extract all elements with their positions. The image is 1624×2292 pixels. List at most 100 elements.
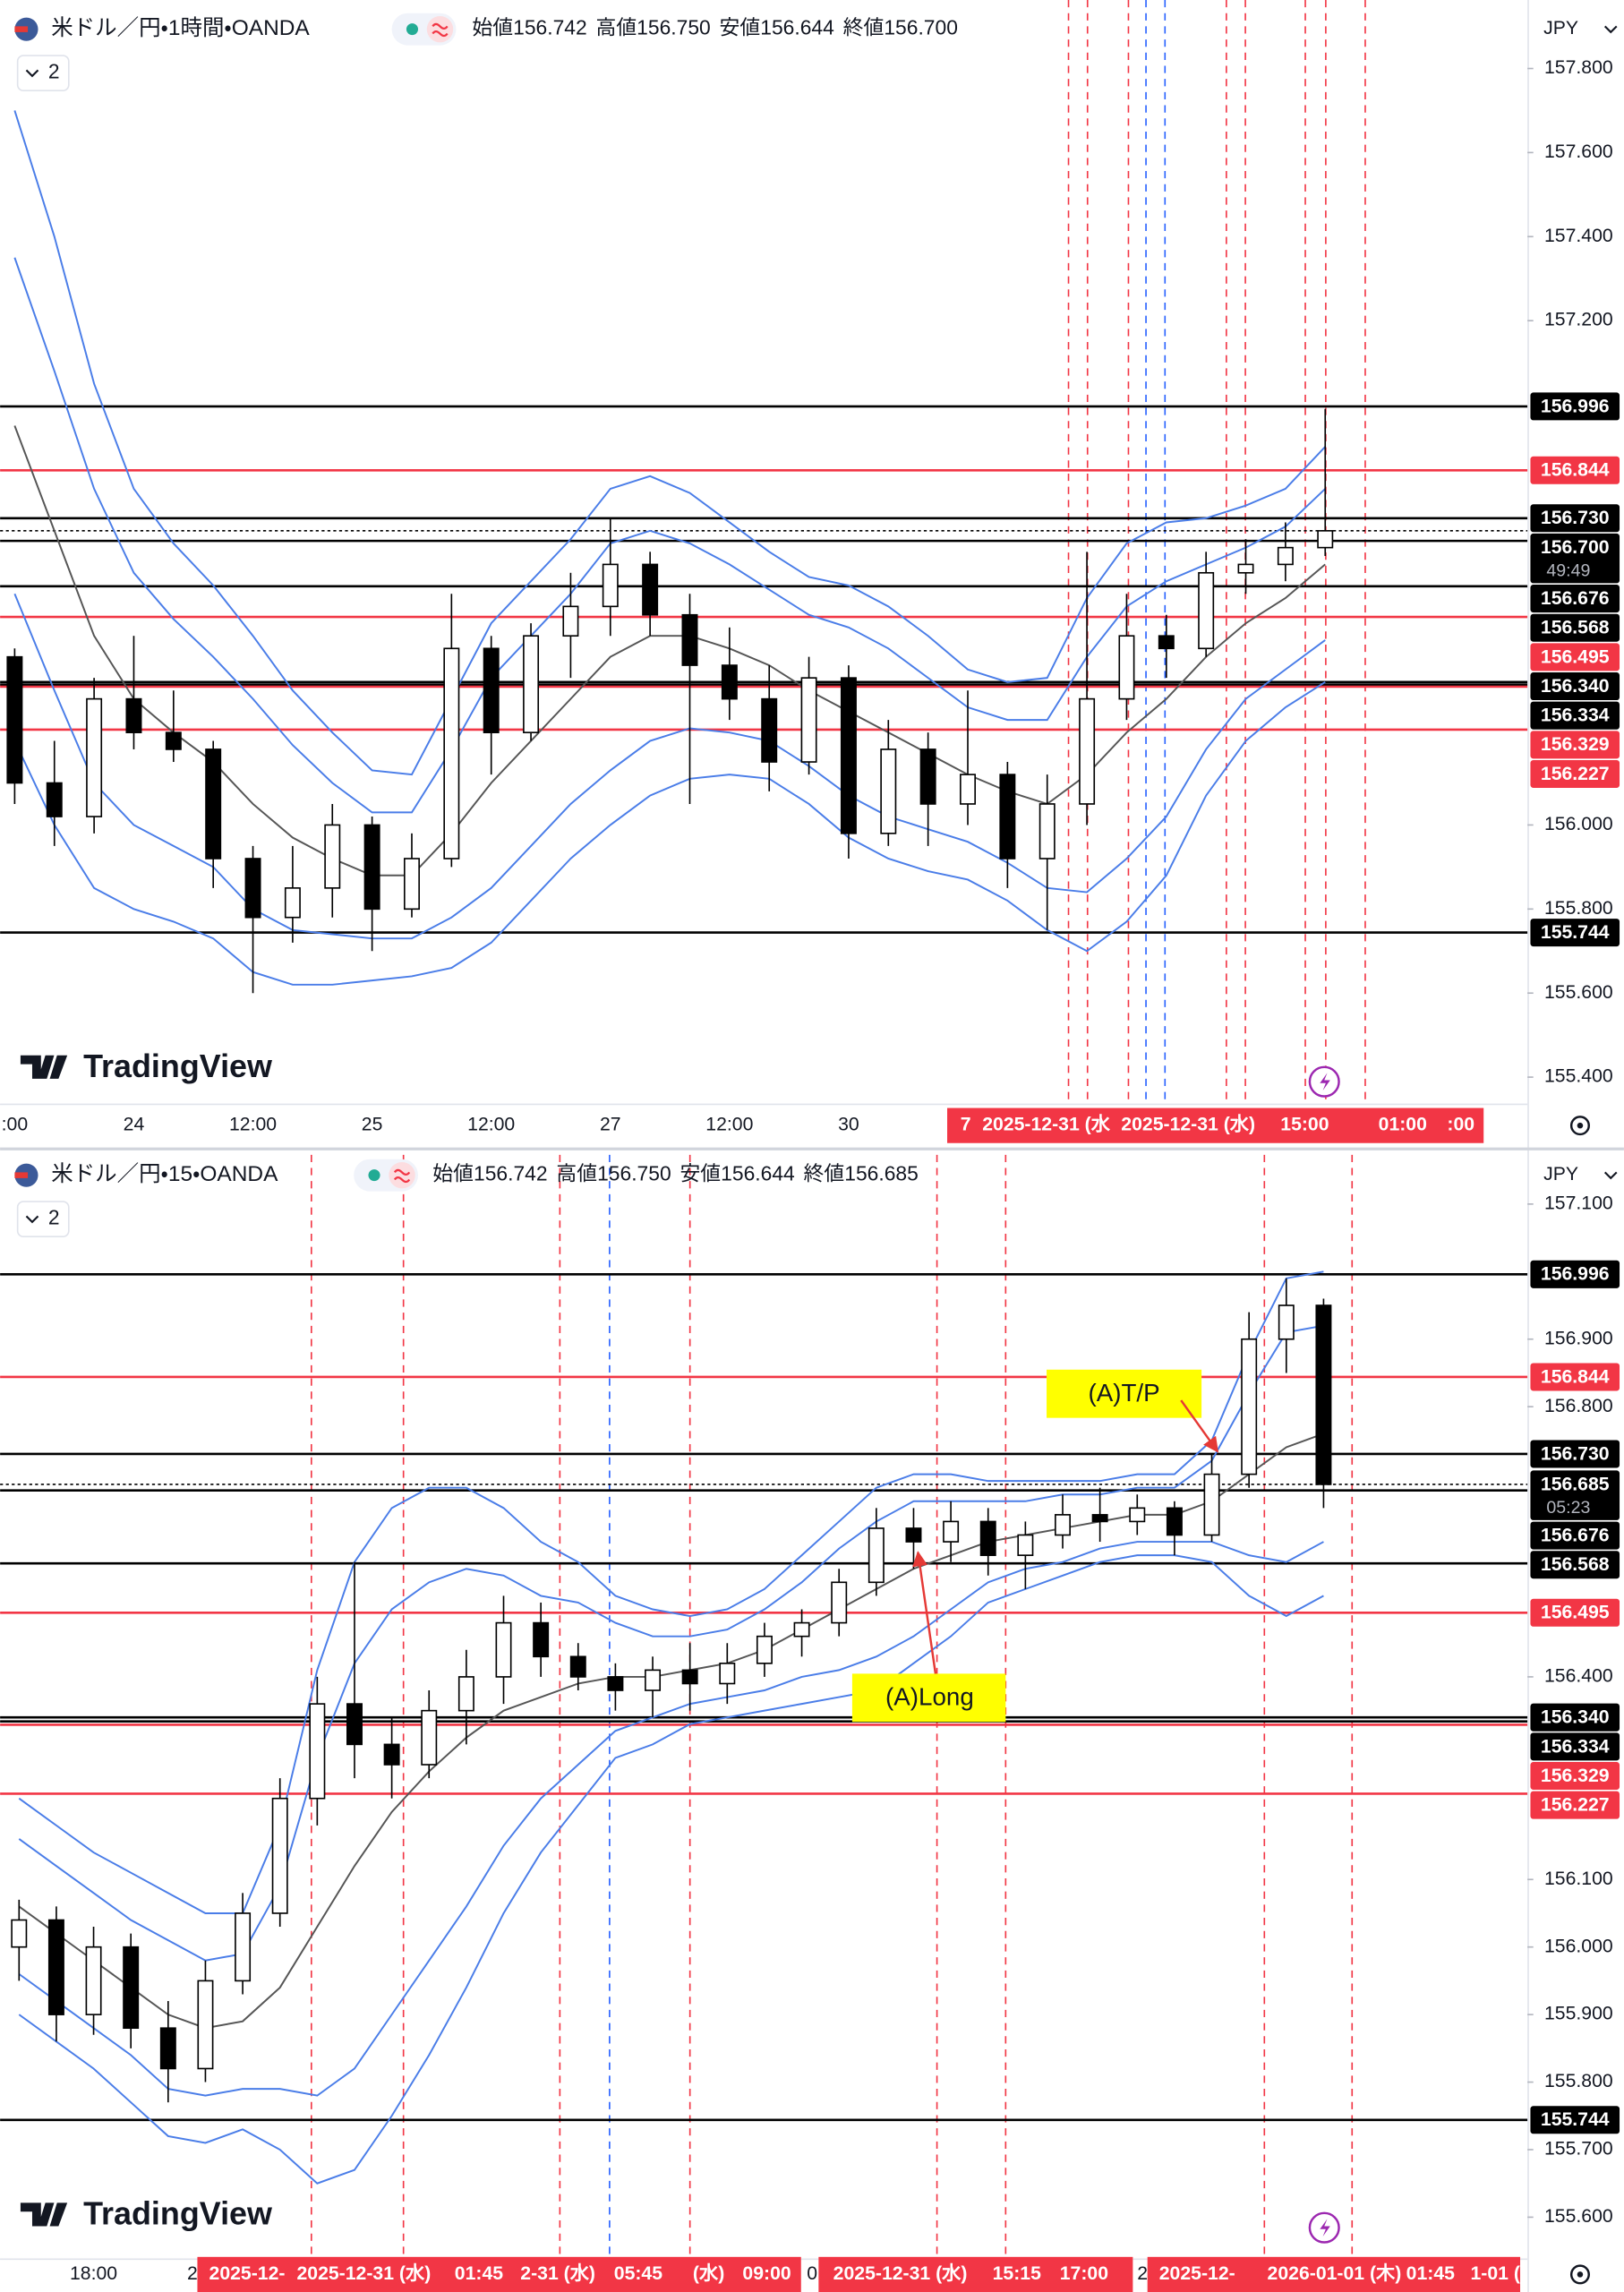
countdown: 05:23 [1546, 1498, 1590, 1518]
ohlc-value: 156.644 [760, 16, 834, 39]
time-marker-label: 2025-12-31 (水 [982, 1114, 1111, 1135]
candle-body [457, 1676, 474, 1712]
candle-body [159, 2027, 176, 2070]
time-marker-bg [1147, 2256, 1521, 2292]
time-marker-label: :00 [1447, 1115, 1474, 1135]
indicator-count: 2 [48, 60, 60, 83]
ohlc-values: 始値156.742 高値156.750 安値156.644 終値156.700 [472, 16, 958, 39]
indicator-toggle[interactable] [16, 1201, 70, 1238]
bollinger-band [18, 1554, 1324, 2185]
candle-body [125, 697, 142, 733]
time-marker-label: 2-31 (水) [520, 2262, 595, 2284]
candle-body [165, 731, 182, 750]
candle-body [1277, 546, 1294, 566]
price-label: 156.227 [1541, 1795, 1610, 1816]
price-label-bg [1530, 759, 1620, 788]
candle-body [46, 782, 63, 817]
price-label-bg [1530, 1440, 1620, 1468]
candle-body [761, 697, 778, 763]
y-tick-label: 157.600 [1544, 141, 1613, 162]
candle-body [495, 1621, 512, 1678]
candle-body [919, 748, 936, 805]
currency-select[interactable] [1533, 13, 1621, 46]
status-icon [432, 22, 449, 38]
candle-body [383, 1743, 400, 1766]
y-tick-label: 156.400 [1544, 1666, 1613, 1687]
bollinger-band [13, 593, 1326, 940]
candle-body [756, 1635, 773, 1664]
time-marker-label: 15:15 [993, 2263, 1041, 2284]
currency-label: JPY [1543, 18, 1578, 38]
candle-body [1017, 1534, 1034, 1556]
price-label-bg [1530, 1791, 1620, 1819]
ohlc-label: 始値 [432, 1162, 474, 1185]
candle-body [11, 1919, 28, 1948]
y-tick-label: 156.000 [1544, 1936, 1613, 1956]
candle-body [979, 1520, 996, 1556]
market-open-dot [368, 1169, 380, 1182]
annotation-box [1047, 1369, 1202, 1418]
symbol-flag-stripe [14, 26, 29, 32]
time-marker-label: 0 [807, 2263, 817, 2284]
y-tick-label: 155.600 [1544, 982, 1613, 1003]
price-label-bg [1530, 643, 1620, 671]
price-label-bg [1530, 392, 1620, 421]
candle-body [868, 1527, 885, 1584]
candle-body [840, 677, 857, 834]
x-tick-label: 12:00 [467, 1115, 515, 1135]
candle-body [905, 1527, 922, 1543]
price-label-bg [1530, 1732, 1620, 1761]
plot-area [0, 1154, 1528, 2259]
price-label-bg [1530, 1598, 1620, 1627]
candle-body [793, 1621, 810, 1638]
candle-body [421, 1709, 438, 1766]
candle-body [831, 1581, 848, 1624]
time-marker-label: 01:00 [1379, 1115, 1427, 1135]
candle-body [404, 858, 420, 911]
price-label-bg [1530, 672, 1620, 701]
price-label-bg [1530, 613, 1620, 642]
candle-body [999, 774, 1016, 860]
price-label-bg [1530, 1703, 1620, 1732]
price-label: 156.676 [1541, 1526, 1610, 1546]
candle-body [1039, 803, 1056, 860]
candle-body [1118, 635, 1135, 700]
candle-body [1166, 1507, 1183, 1536]
candle-body [1203, 1473, 1220, 1536]
annotation-text: (A)T/P [1088, 1379, 1159, 1407]
candle-body [569, 1655, 586, 1678]
candle-body [443, 647, 460, 860]
x-tick-label: 12:00 [705, 1115, 753, 1135]
price-label: 156.329 [1541, 1766, 1610, 1786]
indicator-toggle[interactable] [16, 55, 70, 92]
time-marker-label: 15:00 [1280, 1115, 1329, 1135]
x-tick-label: 12:00 [229, 1115, 277, 1135]
y-tick-label: 157.800 [1544, 57, 1613, 78]
price-label: 156.495 [1541, 646, 1610, 667]
time-marker-label: 09:00 [742, 2263, 791, 2284]
time-marker-bg [197, 2256, 801, 2292]
candle-body [235, 1912, 252, 1982]
settings-icon-hole [1577, 1122, 1584, 1129]
price-label-bg [1530, 919, 1620, 947]
y-tick-label: 157.400 [1544, 226, 1613, 246]
currency-select[interactable] [1533, 1159, 1621, 1192]
candle-body [1091, 1514, 1108, 1523]
candle-body [271, 1797, 288, 1914]
settings-icon[interactable] [1569, 2264, 1590, 2285]
time-marker-label: 01:45 [1406, 2263, 1455, 2284]
ohlc-value: 156.742 [474, 1162, 548, 1185]
price-label: 156.685 [1541, 1474, 1610, 1494]
ohlc-label: 高値 [556, 1162, 597, 1185]
candle-body [607, 1676, 624, 1691]
alert-bolt [1320, 1073, 1330, 1090]
bollinger-band [13, 425, 1326, 877]
ohlc-label: 始値 [472, 16, 513, 39]
candle-body [346, 1703, 363, 1746]
y-tick-label: 157.100 [1544, 1193, 1613, 1213]
candle-body [602, 563, 619, 608]
settings-icon[interactable] [1569, 1116, 1590, 1136]
ohlc-value: 156.742 [513, 16, 587, 39]
